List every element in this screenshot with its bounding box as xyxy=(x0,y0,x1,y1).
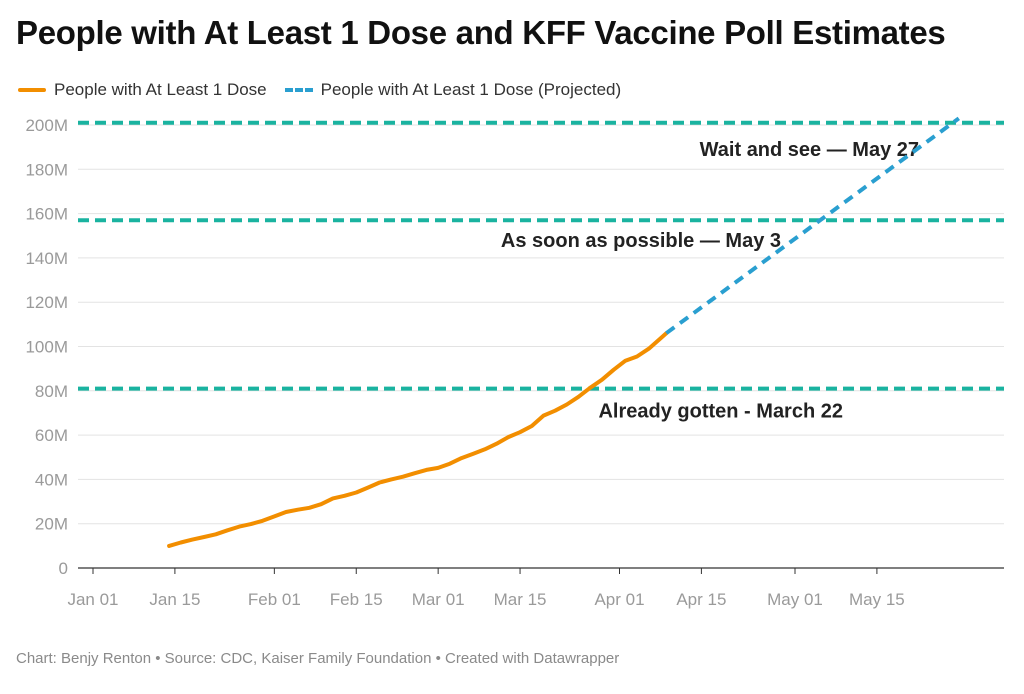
y-tick-label: 80M xyxy=(35,382,68,401)
y-tick-label: 160M xyxy=(25,205,68,224)
x-tick-label: Feb 15 xyxy=(330,590,383,609)
y-tick-label: 40M xyxy=(35,470,68,489)
x-tick-label: Jan 01 xyxy=(67,590,118,609)
y-tick-label: 100M xyxy=(25,338,68,357)
chart-footer: Chart: Benjy Renton • Source: CDC, Kaise… xyxy=(16,650,620,667)
y-tick-label: 180M xyxy=(25,160,68,179)
reference-line-label: As soon as possible — May 3 xyxy=(501,230,781,252)
x-tick-label: Mar 01 xyxy=(412,590,465,609)
x-tick-label: Apr 01 xyxy=(594,590,644,609)
reference-line-label: Wait and see — May 27 xyxy=(700,139,919,161)
y-tick-label: 120M xyxy=(25,293,68,312)
legend-item-actual: People with At Least 1 Dose xyxy=(18,80,267,100)
legend: People with At Least 1 Dose People with … xyxy=(18,80,639,100)
legend-item-projected: People with At Least 1 Dose (Projected) xyxy=(284,80,622,100)
legend-label-projected: People with At Least 1 Dose (Projected) xyxy=(320,80,622,99)
x-tick-label: Mar 15 xyxy=(494,590,547,609)
series-line-actual xyxy=(167,331,669,548)
x-tick-label: Feb 01 xyxy=(248,590,301,609)
y-tick-label: 60M xyxy=(35,426,68,445)
legend-swatch-dashed xyxy=(284,88,313,92)
chart-canvas: 0 20M 40M 60M 80M 100M 120M 140M 160M 180M 200M Jan… xyxy=(25,116,1004,609)
x-tick-label: May 01 xyxy=(767,590,823,609)
y-tick-label: 140M xyxy=(25,249,68,268)
x-tick-label: May 15 xyxy=(849,590,905,609)
reference-line-label: Already gotten - March 22 xyxy=(598,401,843,423)
legend-swatch-solid xyxy=(18,88,46,92)
y-tick-label: 20M xyxy=(35,515,68,534)
x-tick-label: Apr 15 xyxy=(676,590,726,609)
y-tick-label: 0 xyxy=(59,559,68,578)
y-tick-label: 200M xyxy=(25,116,68,135)
series-line-projected xyxy=(665,116,960,335)
legend-label-actual: People with At Least 1 Dose xyxy=(54,80,267,99)
x-tick-label: Jan 15 xyxy=(149,590,200,609)
chart-title: People with At Least 1 Dose and KFF Vacc… xyxy=(16,14,946,51)
